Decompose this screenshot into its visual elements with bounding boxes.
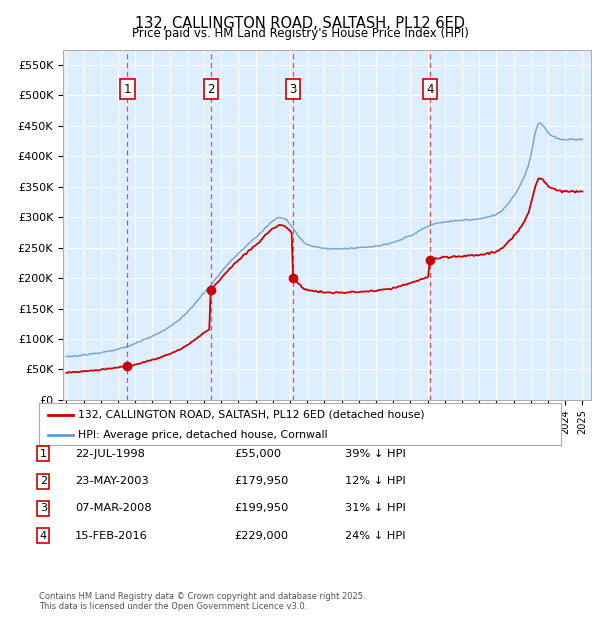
- Text: 3: 3: [289, 82, 297, 95]
- Text: This data is licensed under the Open Government Licence v3.0.: This data is licensed under the Open Gov…: [39, 602, 307, 611]
- Text: £55,000: £55,000: [234, 449, 281, 459]
- Text: 31% ↓ HPI: 31% ↓ HPI: [345, 503, 406, 513]
- Text: 1: 1: [40, 449, 47, 459]
- Text: 2: 2: [207, 82, 214, 95]
- Text: 132, CALLINGTON ROAD, SALTASH, PL12 6ED (detached house): 132, CALLINGTON ROAD, SALTASH, PL12 6ED …: [78, 410, 425, 420]
- Text: HPI: Average price, detached house, Cornwall: HPI: Average price, detached house, Corn…: [78, 430, 328, 440]
- Text: 2: 2: [40, 476, 47, 486]
- Text: 3: 3: [40, 503, 47, 513]
- Text: 24% ↓ HPI: 24% ↓ HPI: [345, 531, 406, 541]
- Text: 12% ↓ HPI: 12% ↓ HPI: [345, 476, 406, 486]
- Text: £179,950: £179,950: [234, 476, 289, 486]
- Text: 15-FEB-2016: 15-FEB-2016: [75, 531, 148, 541]
- Text: 23-MAY-2003: 23-MAY-2003: [75, 476, 149, 486]
- Text: Contains HM Land Registry data © Crown copyright and database right 2025.: Contains HM Land Registry data © Crown c…: [39, 592, 365, 601]
- Text: Price paid vs. HM Land Registry's House Price Index (HPI): Price paid vs. HM Land Registry's House …: [131, 27, 469, 40]
- Text: 07-MAR-2008: 07-MAR-2008: [75, 503, 152, 513]
- Text: £229,000: £229,000: [234, 531, 288, 541]
- Text: 4: 4: [426, 82, 433, 95]
- Text: £199,950: £199,950: [234, 503, 289, 513]
- Text: 22-JUL-1998: 22-JUL-1998: [75, 449, 145, 459]
- Text: 39% ↓ HPI: 39% ↓ HPI: [345, 449, 406, 459]
- Text: 4: 4: [40, 531, 47, 541]
- Text: 1: 1: [124, 82, 131, 95]
- Text: 132, CALLINGTON ROAD, SALTASH, PL12 6ED: 132, CALLINGTON ROAD, SALTASH, PL12 6ED: [135, 16, 465, 31]
